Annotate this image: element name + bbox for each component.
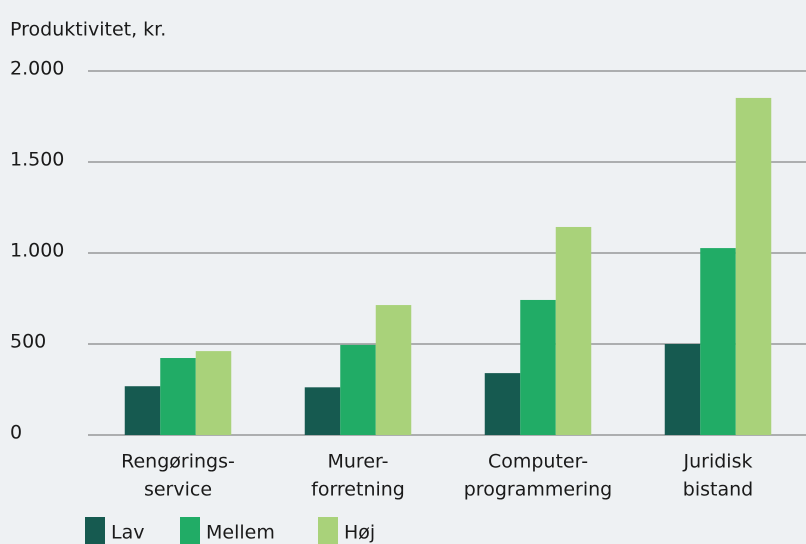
x-tick-label: Juridisk — [683, 451, 753, 473]
y-tick-label: 2.000 — [10, 58, 64, 80]
legend-swatch — [318, 517, 338, 544]
bar — [304, 387, 341, 435]
x-tick-label: bistand — [683, 479, 753, 501]
x-tick-label: Murer- — [328, 451, 389, 473]
y-tick-label: 1.500 — [10, 149, 64, 171]
y-tick-label: 1.000 — [10, 240, 64, 262]
bar — [484, 373, 521, 435]
x-tick-label: programmering — [464, 479, 613, 501]
legend-swatch — [180, 517, 200, 544]
legend-label: Lav — [111, 522, 144, 544]
bar — [700, 248, 736, 435]
bar — [375, 305, 412, 435]
legend-swatch — [85, 517, 105, 544]
legend-label: Mellem — [206, 522, 275, 544]
bar — [124, 386, 161, 435]
bar — [160, 358, 196, 435]
bar — [664, 344, 701, 435]
y-tick-label: 500 — [10, 331, 46, 353]
y-tick-label: 0 — [10, 422, 22, 444]
x-tick-label: Computer- — [488, 451, 588, 473]
bar — [735, 97, 772, 435]
x-tick-label: forretning — [311, 479, 405, 501]
bar — [340, 344, 376, 435]
x-tick-label: service — [144, 479, 212, 501]
y-axis-label: Produktivitet, kr. — [10, 19, 166, 41]
bar — [195, 351, 232, 435]
legend-label: Høj — [344, 522, 375, 544]
bar — [555, 226, 592, 435]
bar — [520, 299, 556, 435]
x-tick-label: Rengørings- — [121, 451, 235, 473]
